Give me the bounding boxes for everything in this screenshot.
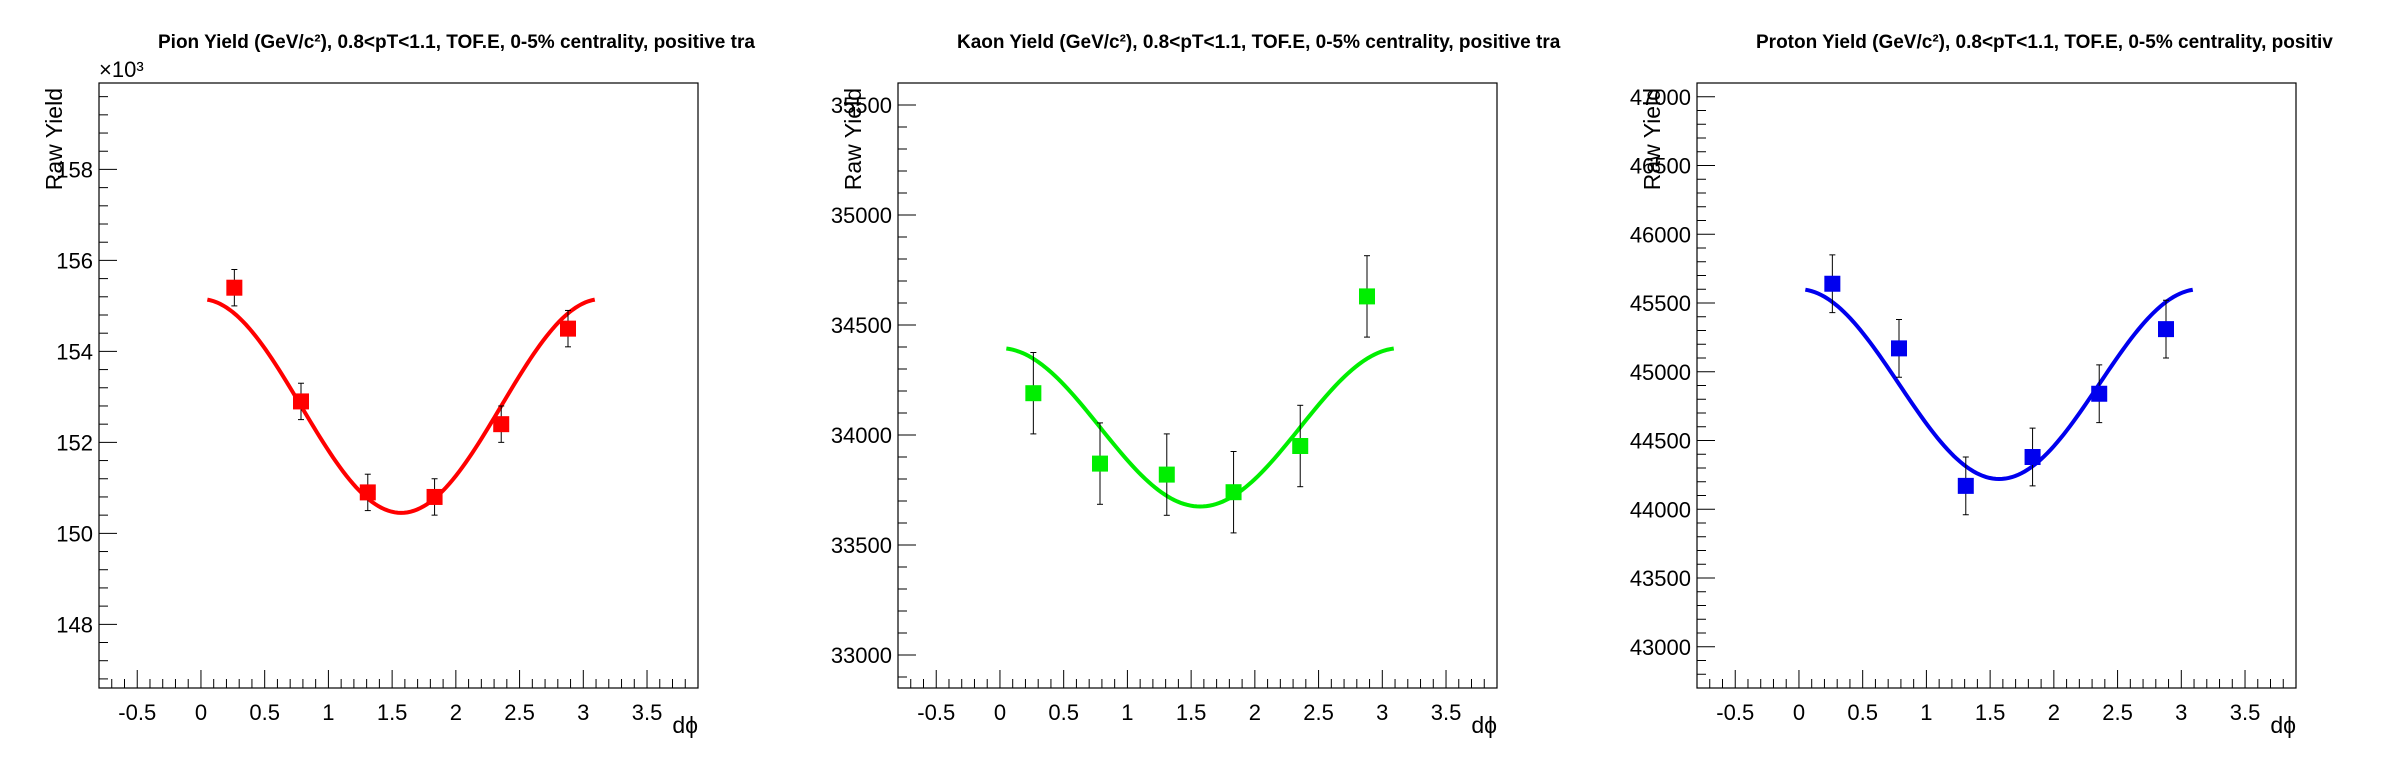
x-tick-label: 1.5: [377, 700, 408, 725]
x-tick-label: 2.5: [1303, 700, 1334, 725]
data-point: [2024, 449, 2041, 465]
y-tick-label: 148: [56, 612, 93, 637]
y-tick-label: 45000: [1630, 360, 1691, 385]
data-point: [293, 393, 310, 410]
y-axis-label: Raw Yield: [1639, 88, 1665, 190]
chart-panel-1: Pion Yield (GeV/c²), 0.8<pT<1.1, TOF.E, …: [41, 32, 755, 738]
y-tick-label: 46500: [1630, 154, 1691, 179]
data-point: [1824, 275, 1841, 292]
data-point: [1025, 385, 1042, 402]
data-point: [1225, 484, 1242, 501]
x-tick-label: -0.5: [118, 700, 156, 725]
x-tick-label: 3: [2175, 700, 2187, 725]
data-point: [1359, 288, 1376, 305]
x-tick-label: 2: [1249, 700, 1261, 725]
x-tick-label: -0.5: [1716, 700, 1754, 725]
x-tick-label: 0.5: [1048, 700, 1079, 725]
x-axis-label: dϕ: [672, 712, 698, 738]
data-point: [426, 488, 443, 505]
data-point: [226, 279, 243, 296]
data-point: [1957, 477, 1974, 494]
x-tick-label: 1.5: [1975, 700, 2006, 725]
x-tick-label: 3.5: [1431, 700, 1462, 725]
x-tick-label: 2.5: [504, 700, 535, 725]
y-tick-label: 158: [56, 157, 93, 182]
data-point: [2091, 385, 2108, 402]
fit-curve: [1006, 346, 1395, 509]
y-tick-label: 35000: [831, 203, 892, 228]
y-tick-label: 45500: [1630, 291, 1691, 316]
y-tick-label: 154: [56, 339, 93, 364]
plot-frame: [98, 82, 699, 689]
x-tick-label: 0.5: [249, 700, 280, 725]
y-tick-label: 150: [56, 521, 93, 546]
y-axis-multiplier: ×10³: [99, 57, 144, 82]
y-tick-label: 44000: [1630, 497, 1691, 522]
x-tick-label: 0: [994, 700, 1006, 725]
chart-panel-3: Proton Yield (GeV/c²), 0.8<pT<1.1, TOF.E…: [1630, 32, 2333, 738]
data-point: [1292, 438, 1309, 454]
data-point: [1158, 466, 1175, 483]
x-axis-label: dϕ: [2270, 712, 2296, 738]
x-tick-label: 3.5: [2230, 700, 2261, 725]
y-tick-label: 43000: [1630, 635, 1691, 660]
y-tick-label: 152: [56, 430, 93, 455]
x-tick-label: 0.5: [1847, 700, 1878, 725]
y-tick-label: 34000: [831, 423, 892, 448]
y-tick-label: 47000: [1630, 85, 1691, 110]
y-tick-label: 34500: [831, 313, 892, 338]
y-tick-label: 43500: [1630, 566, 1691, 591]
x-tick-label: 2.5: [2102, 700, 2133, 725]
x-tick-label: 0: [1793, 700, 1805, 725]
plot-frame: [1696, 82, 2297, 689]
y-tick-label: 44500: [1630, 429, 1691, 454]
chart-title: Kaon Yield (GeV/c²), 0.8<pT<1.1, TOF.E, …: [957, 32, 1561, 53]
x-tick-label: 3: [577, 700, 589, 725]
y-axis-label: Raw Yield: [41, 88, 67, 190]
x-axis-label: dϕ: [1471, 712, 1497, 738]
fit-curve: [1804, 287, 2194, 482]
x-tick-label: 3.5: [632, 700, 663, 725]
x-tick-label: -0.5: [917, 700, 955, 725]
y-tick-label: 33500: [831, 533, 892, 558]
x-tick-label: 1.5: [1176, 700, 1207, 725]
y-axis-label: Raw Yield: [840, 88, 866, 190]
data-point: [1092, 455, 1109, 472]
fit-curve: [206, 297, 596, 515]
x-tick-label: 3: [1376, 700, 1388, 725]
y-tick-label: 33000: [831, 643, 892, 668]
data-point: [2158, 321, 2175, 338]
chart-title: Pion Yield (GeV/c²), 0.8<pT<1.1, TOF.E, …: [158, 32, 755, 53]
data-point: [560, 320, 577, 337]
x-tick-label: 1: [322, 700, 334, 725]
x-tick-label: 2: [2048, 700, 2060, 725]
y-tick-label: 156: [56, 248, 93, 273]
x-tick-label: 1: [1121, 700, 1133, 725]
data-point: [359, 484, 376, 501]
data-point: [1891, 340, 1908, 357]
y-tick-label: 46000: [1630, 222, 1691, 247]
chart-panel-2: Kaon Yield (GeV/c²), 0.8<pT<1.1, TOF.E, …: [831, 32, 1561, 738]
x-tick-label: 0: [195, 700, 207, 725]
chart-title: Proton Yield (GeV/c²), 0.8<pT<1.1, TOF.E…: [1756, 32, 2333, 53]
x-tick-label: 1: [1920, 700, 1932, 725]
y-tick-label: 35500: [831, 93, 892, 118]
plot-frame: [897, 82, 1498, 689]
x-tick-label: 2: [450, 700, 462, 725]
data-point: [493, 416, 510, 433]
